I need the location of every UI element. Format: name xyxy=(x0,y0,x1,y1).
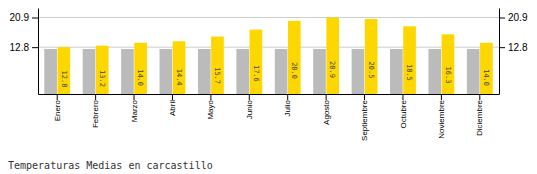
bar xyxy=(57,47,70,94)
tick: Septiembre xyxy=(360,94,369,141)
data-label: 17.6 xyxy=(252,65,260,82)
tick: Marzo xyxy=(130,94,139,122)
tick-label: 12.8 xyxy=(10,42,30,53)
y-axis: 12.8 20.9 xyxy=(10,9,39,95)
tick-mark xyxy=(499,47,505,48)
data-label: 12.8 xyxy=(60,71,68,88)
bar xyxy=(236,49,249,94)
tick-mark xyxy=(499,18,505,19)
tick-label: Octubre xyxy=(399,99,408,128)
axis-line xyxy=(38,9,39,95)
title: Temperaturas Medias en carcastillo xyxy=(8,160,213,171)
bar xyxy=(326,18,339,94)
tick: Febrero xyxy=(91,94,100,128)
bar xyxy=(211,37,224,94)
data-labels: 12.8 13.2 14.0 14.4 15.7 17.6 20.0 20.9 20.5 18.5… xyxy=(60,61,491,87)
bar xyxy=(121,49,134,94)
bar xyxy=(160,49,173,94)
tick: Junio xyxy=(245,94,254,119)
tick: Octubre xyxy=(399,94,408,128)
tick-label: 12.8 xyxy=(508,42,528,53)
bar xyxy=(352,49,365,94)
bar xyxy=(403,26,416,94)
grid-line xyxy=(38,17,499,18)
tick: 12.8 xyxy=(10,42,38,53)
tick-mark xyxy=(95,94,96,100)
bar xyxy=(390,49,403,94)
bar xyxy=(442,34,455,94)
bar xyxy=(288,21,301,94)
bar xyxy=(275,49,288,94)
bar xyxy=(44,49,57,94)
tick: 12.8 xyxy=(499,42,528,53)
bar xyxy=(96,46,109,94)
tick-mark xyxy=(32,18,38,19)
tick-mark xyxy=(172,94,173,100)
tick-label: Agosto xyxy=(322,99,331,124)
tick: Enero xyxy=(53,94,62,121)
tick-label: Febrero xyxy=(91,99,100,128)
data-label: 15.7 xyxy=(213,67,221,84)
bar xyxy=(365,19,378,94)
tick-label: Junio xyxy=(245,99,254,119)
data-label: 18.5 xyxy=(405,64,413,81)
tick-label: Noviembre xyxy=(437,99,446,138)
tick: Mayo xyxy=(206,94,215,120)
grid xyxy=(38,18,499,48)
bar xyxy=(480,43,493,94)
tick-label: Mayo xyxy=(206,99,215,119)
y2-axis: 12.8 20.9 xyxy=(499,9,528,95)
tick: 20.9 xyxy=(10,12,38,23)
tick-mark xyxy=(326,94,327,100)
bars xyxy=(44,18,492,94)
tick-label: Enero xyxy=(53,99,62,121)
tick-label: 20.9 xyxy=(10,12,30,23)
data-label: 16.3 xyxy=(444,66,452,83)
tick: Abril xyxy=(168,94,177,116)
tick-mark xyxy=(287,94,288,100)
tick-mark xyxy=(32,47,38,48)
tick-mark xyxy=(57,94,58,100)
tick: Noviembre xyxy=(437,94,446,139)
tick: 20.9 xyxy=(499,12,528,23)
plot: 12.8 13.2 14.0 14.4 15.7 17.6 20.0 20.9 20.5 18.5… xyxy=(10,9,528,141)
tick-mark xyxy=(479,94,480,100)
bar xyxy=(198,49,211,94)
data-label: 14.0 xyxy=(482,69,490,86)
tick: Diciembre xyxy=(475,94,484,136)
x-axis: Enero Febrero Marzo Abril Mayo Junio Julio Agos… xyxy=(39,94,500,141)
tick-label: Marzo xyxy=(130,99,139,122)
bar xyxy=(467,49,480,94)
tick: Agosto xyxy=(322,94,331,125)
tick-label: 20.9 xyxy=(508,12,528,23)
tick-mark xyxy=(402,94,403,100)
data-label: 20.9 xyxy=(328,61,336,78)
tick-label: Septiembre xyxy=(360,99,369,140)
data-label: 13.2 xyxy=(98,70,106,87)
axis-line xyxy=(499,9,500,95)
bar xyxy=(83,49,96,94)
chart: 12.8 13.2 14.0 14.4 15.7 17.6 20.0 20.9 20.5 18.5… xyxy=(0,0,537,174)
bar xyxy=(313,49,326,94)
tick-mark xyxy=(249,94,250,100)
data-label: 14.0 xyxy=(136,69,144,86)
bar xyxy=(428,49,441,94)
tick: Julio xyxy=(283,94,292,116)
data-label: 14.4 xyxy=(175,69,183,86)
tick-mark xyxy=(210,94,211,100)
tick-label: Julio xyxy=(283,99,292,116)
tick-mark xyxy=(364,94,365,100)
tick-mark xyxy=(134,94,135,100)
bar xyxy=(173,41,186,94)
tick-label: Abril xyxy=(168,100,177,116)
tick-mark xyxy=(441,94,442,100)
axis-line xyxy=(39,94,500,95)
tick-label: Diciembre xyxy=(475,99,484,136)
data-label: 20.5 xyxy=(367,62,375,79)
bar xyxy=(250,30,263,94)
bar xyxy=(134,43,147,94)
data-label: 20.0 xyxy=(290,62,298,79)
